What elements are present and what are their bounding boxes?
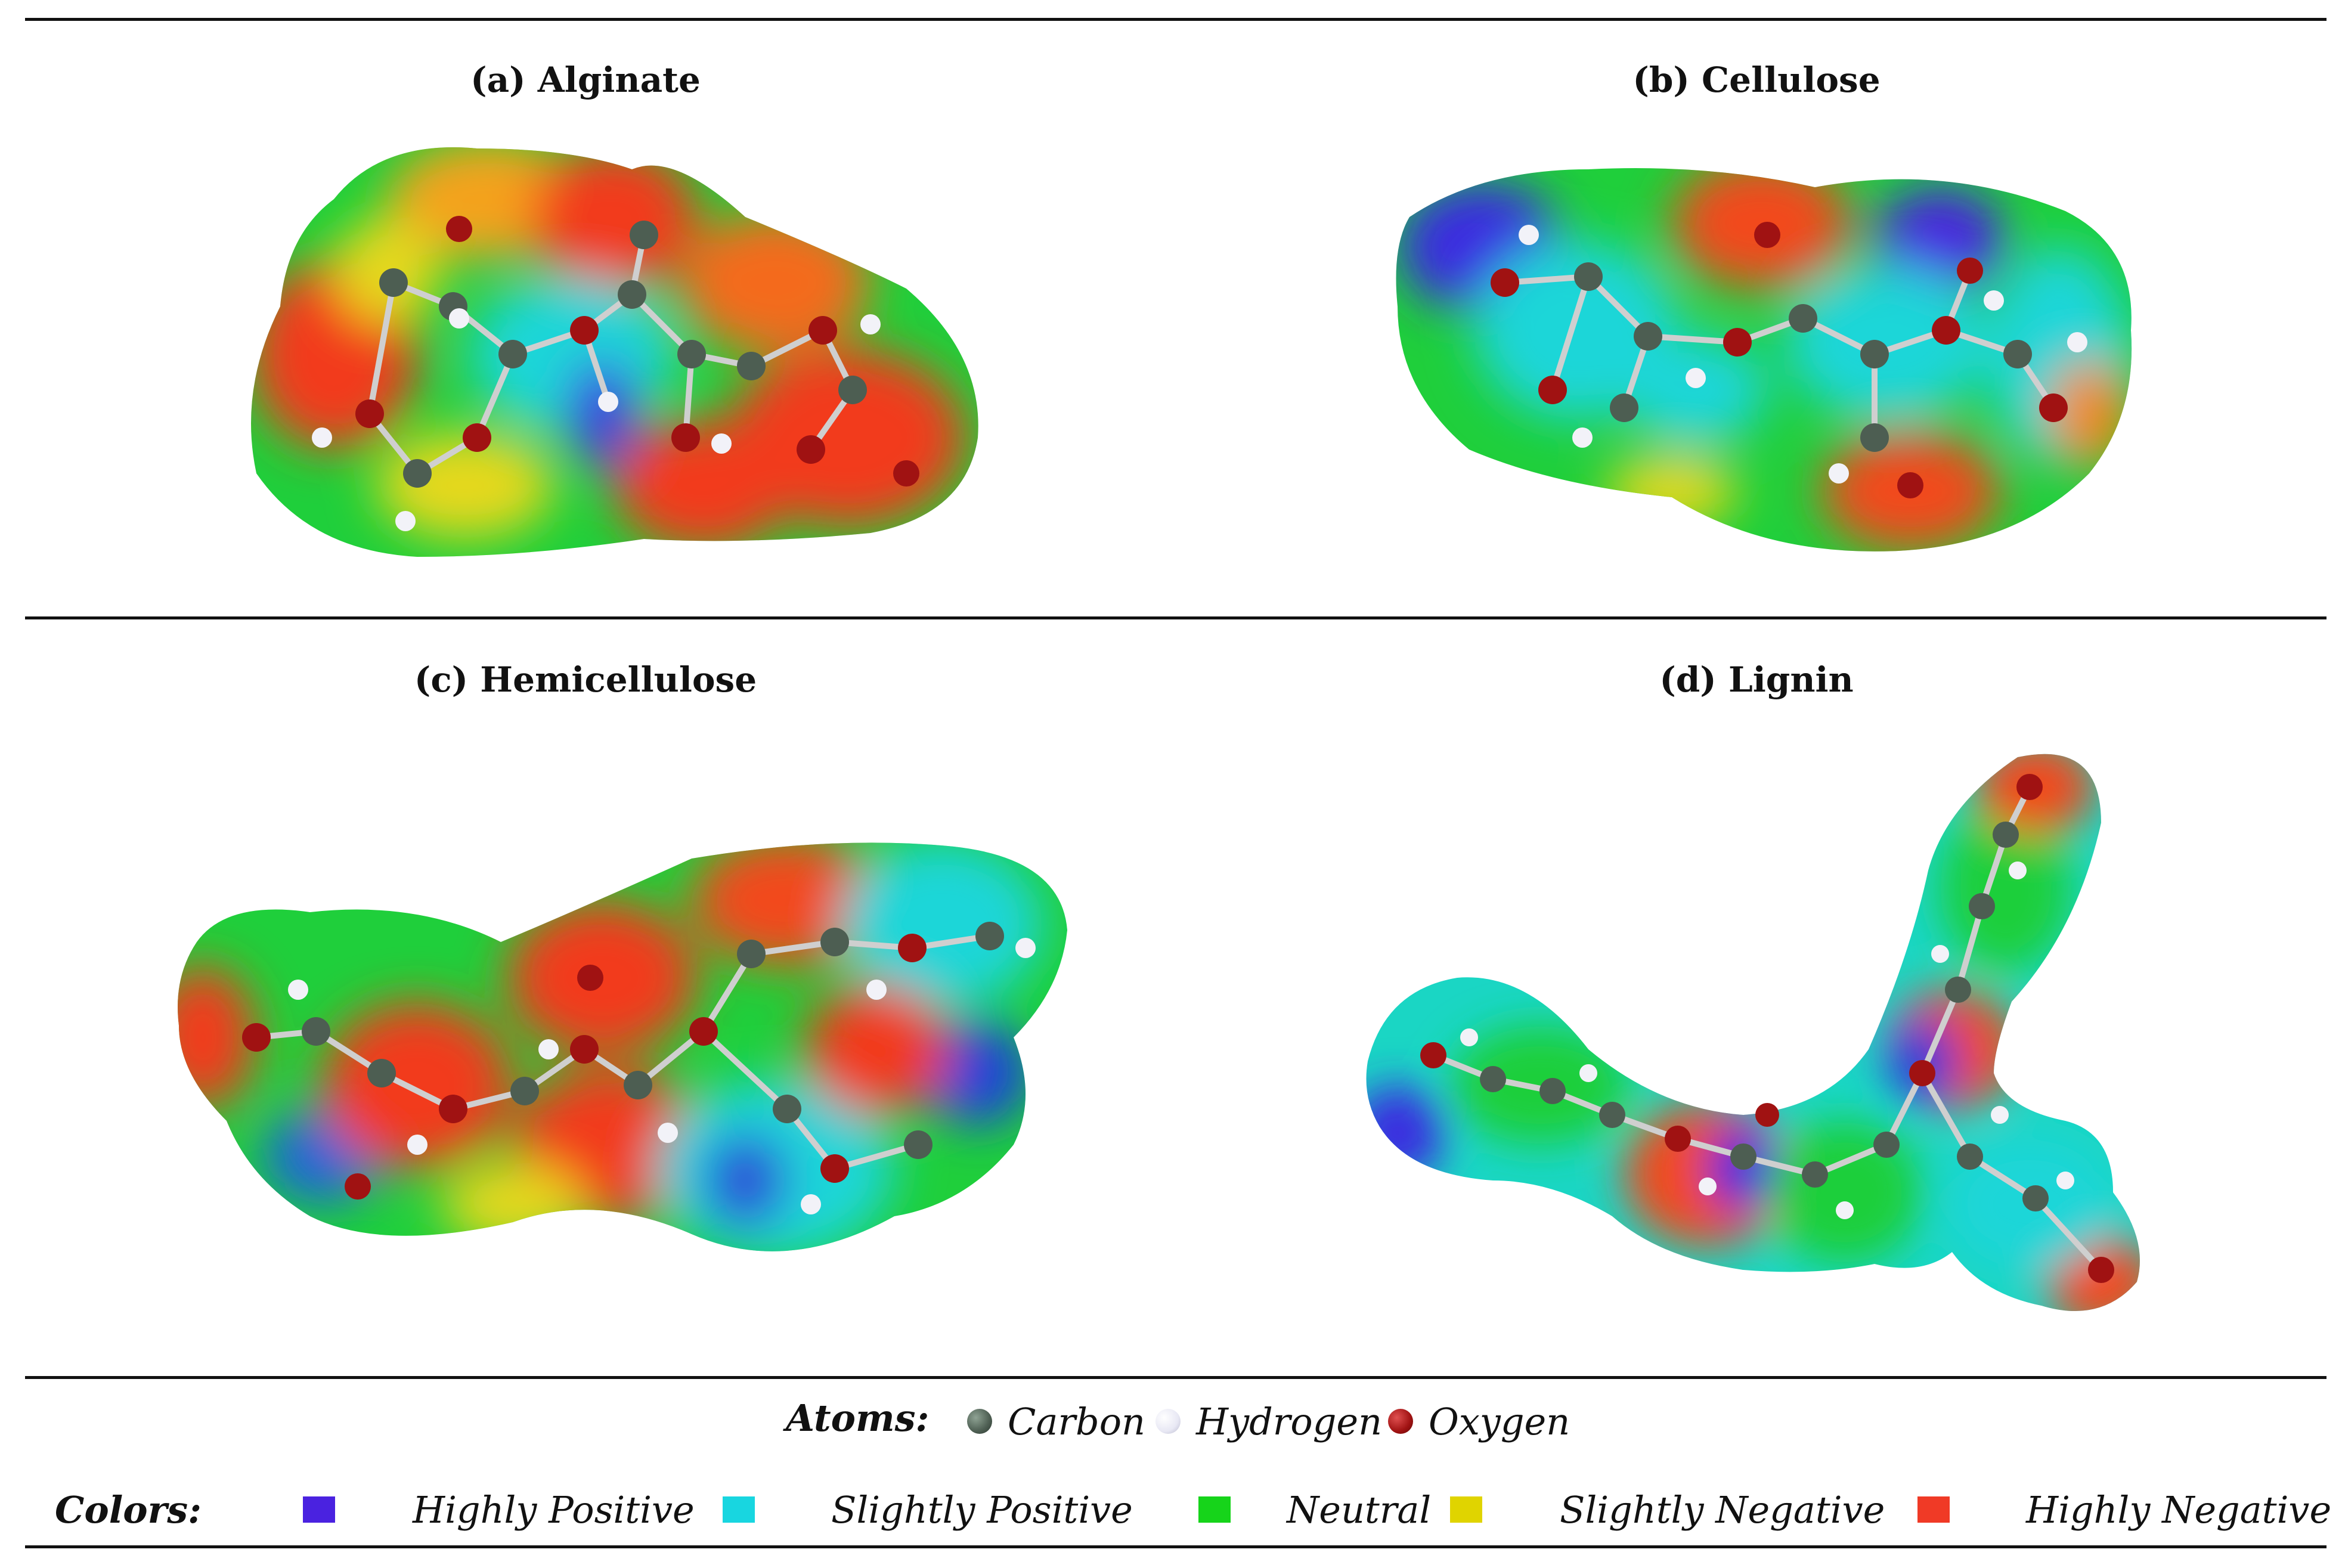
swatch-highly-positive-label: Highly Positive bbox=[413, 1488, 695, 1532]
middle-rule bbox=[25, 616, 2326, 619]
atom-oxygen-label: Oxygen bbox=[1429, 1399, 1570, 1443]
swatch-highly-positive bbox=[303, 1496, 335, 1523]
oxygen-dot-icon bbox=[1388, 1409, 1413, 1434]
colors-label: Colors: bbox=[55, 1488, 202, 1532]
bottom-rule bbox=[25, 1545, 2326, 1548]
hydrogen-dot-icon bbox=[1155, 1409, 1181, 1434]
swatch-highly-negative-label: Highly Negative bbox=[2026, 1488, 2332, 1532]
atom-carbon: Carbon bbox=[967, 1396, 1145, 1446]
panel-alginate: (a) Alginate bbox=[0, 20, 1171, 616]
alginate-molecule-surface bbox=[251, 147, 978, 557]
swatch-slightly-negative-label: Slightly Negative bbox=[1560, 1488, 1885, 1532]
atom-hydrogen-label: Hydrogen bbox=[1196, 1399, 1383, 1443]
hemicellulose-molecule-surface bbox=[178, 842, 1067, 1251]
atom-oxygen: Oxygen bbox=[1388, 1396, 1570, 1446]
swatch-highly-negative bbox=[1917, 1496, 1950, 1523]
atom-hydrogen: Hydrogen bbox=[1155, 1396, 1382, 1446]
swatch-slightly-positive bbox=[723, 1496, 755, 1523]
panel-title: (d) Lignin bbox=[1659, 659, 1854, 700]
cellulose-molecule-surface bbox=[1396, 168, 2132, 551]
panel-title: (c) Hemicellulose bbox=[414, 659, 757, 700]
carbon-dot-icon bbox=[967, 1409, 992, 1434]
lignin-molecule-surface bbox=[1366, 754, 2140, 1312]
atoms-legend: Atoms: Carbon Hydrogen Oxygen bbox=[0, 1396, 2342, 1450]
swatch-slightly-negative bbox=[1450, 1496, 1482, 1523]
panel-title: (a) Alginate bbox=[470, 60, 701, 100]
atom-carbon-label: Carbon bbox=[1008, 1399, 1145, 1443]
colors-legend: Colors: Highly Positive Slightly Positiv… bbox=[0, 1488, 2342, 1542]
legend-top-rule bbox=[25, 1376, 2326, 1379]
swatch-slightly-positive-label: Slightly Positive bbox=[831, 1488, 1133, 1532]
atoms-label: Atoms: bbox=[786, 1396, 930, 1440]
panel-title: (b) Cellulose bbox=[1632, 60, 1881, 100]
panel-lignin: (d) Lignin bbox=[1171, 620, 2342, 1376]
panel-cellulose: (b) Cellulose bbox=[1171, 20, 2342, 616]
top-rule bbox=[25, 18, 2326, 21]
swatch-neutral bbox=[1198, 1496, 1231, 1523]
panel-hemicellulose: (c) Hemicellulose bbox=[0, 620, 1171, 1376]
swatch-neutral-label: Neutral bbox=[1287, 1488, 1432, 1532]
